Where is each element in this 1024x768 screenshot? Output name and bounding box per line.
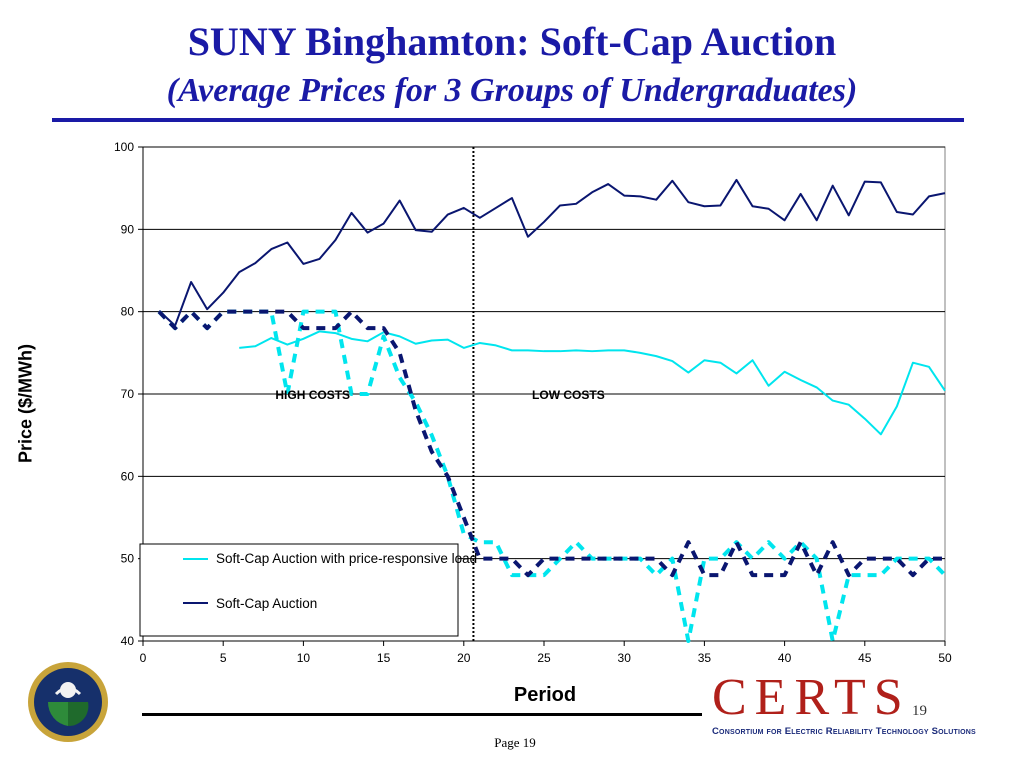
page-label: Page 19 <box>494 735 536 750</box>
annotation-label: LOW COSTS <box>532 388 605 402</box>
y-tick-label: 40 <box>121 634 135 648</box>
doe-seal-logo <box>26 660 110 749</box>
title-rule <box>52 118 964 122</box>
certs-logo: CERTS Consortium for Electric Reliabilit… <box>712 672 1002 738</box>
x-tick-label: 30 <box>618 651 632 665</box>
y-tick-label: 70 <box>121 387 135 401</box>
x-tick-label: 40 <box>778 651 792 665</box>
x-tick-label: 10 <box>297 651 311 665</box>
x-tick-label: 5 <box>220 651 227 665</box>
x-tick-label: 15 <box>377 651 391 665</box>
x-tick-label: 20 <box>457 651 471 665</box>
annotation-label: HIGH COSTS <box>275 388 350 402</box>
x-axis-label: Period <box>513 684 577 706</box>
y-tick-label: 50 <box>121 552 135 566</box>
certs-subtitle: Consortium for Electric Reliability Tech… <box>712 726 976 737</box>
x-tick-label: 35 <box>698 651 712 665</box>
page-title: SUNY Binghamton: Soft-Cap Auction <box>187 19 837 64</box>
y-tick-label: 100 <box>114 140 134 154</box>
y-axis-label: Price ($/MWh) <box>15 344 36 464</box>
x-tick-label: 45 <box>858 651 872 665</box>
series-line-dashed <box>157 309 947 643</box>
series-line-dashed <box>157 309 945 578</box>
page-subtitle: (Average Prices for 3 Groups of Undergra… <box>166 72 858 109</box>
x-tick-label: 0 <box>140 651 147 665</box>
legend-label: Soft-Cap Auction <box>216 596 317 611</box>
x-tick-label: 25 <box>537 651 551 665</box>
x-tick-label: 50 <box>938 651 952 665</box>
series-line <box>158 178 946 327</box>
y-tick-label: 80 <box>121 305 135 319</box>
slide-number: 19 <box>912 703 927 719</box>
series-line <box>239 330 946 436</box>
line-chart: 40 50 60 70 80 90 100 0 5 10 15 20 25 30 35 40 45 50 HIGH … <box>114 140 952 665</box>
footer-rule <box>142 713 702 716</box>
y-tick-label: 90 <box>121 222 135 236</box>
y-tick-label: 60 <box>121 469 135 483</box>
legend-label: Soft-Cap Auction with price-responsive l… <box>216 551 477 566</box>
